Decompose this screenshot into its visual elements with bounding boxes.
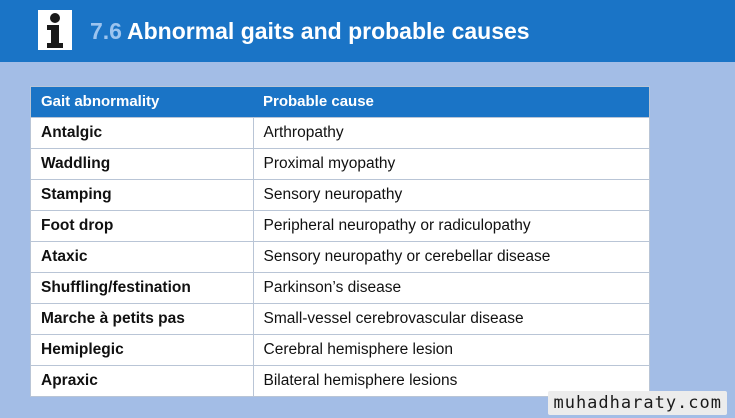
table-row: Marche à petits pas Small-vessel cerebro… bbox=[31, 302, 649, 334]
table-row: Ataxic Sensory neuropathy or cerebellar … bbox=[31, 240, 649, 272]
table-row: Antalgic Arthropathy bbox=[31, 116, 649, 148]
gait-cell: Marche à petits pas bbox=[31, 302, 254, 334]
cause-cell: Proximal myopathy bbox=[253, 147, 649, 179]
cause-cell: Bilateral hemisphere lesions bbox=[253, 364, 649, 396]
cause-cell: Parkinson’s disease bbox=[253, 271, 649, 303]
page-title: 7.6 Abnormal gaits and probable causes bbox=[90, 14, 530, 48]
table-row: Hemiplegic Cerebral hemisphere lesion bbox=[31, 333, 649, 365]
cause-cell: Sensory neuropathy bbox=[253, 178, 649, 210]
table-row: Apraxic Bilateral hemisphere lesions bbox=[31, 364, 649, 396]
gait-table: Gait abnormality Probable cause Antalgic… bbox=[30, 86, 650, 397]
cause-cell: Sensory neuropathy or cerebellar disease bbox=[253, 240, 649, 272]
gait-cell: Waddling bbox=[31, 147, 254, 179]
gait-cell: Foot drop bbox=[31, 209, 254, 241]
title-banner: 7.6 Abnormal gaits and probable causes bbox=[0, 0, 735, 62]
cause-cell: Small-vessel cerebrovascular disease bbox=[253, 302, 649, 334]
watermark: muhadharaty.com bbox=[548, 391, 727, 415]
info-icon bbox=[38, 10, 72, 50]
table-row: Shuffling/festination Parkinson’s diseas… bbox=[31, 271, 649, 303]
title-text: Abnormal gaits and probable causes bbox=[126, 18, 530, 44]
table-row: Foot drop Peripheral neuropathy or radic… bbox=[31, 209, 649, 241]
cause-cell: Arthropathy bbox=[253, 116, 649, 148]
table-row: Stamping Sensory neuropathy bbox=[31, 178, 649, 210]
gait-cell: Shuffling/festination bbox=[31, 271, 254, 303]
gait-cell: Stamping bbox=[31, 178, 254, 210]
gait-cell: Apraxic bbox=[31, 364, 254, 396]
column-header-cause: Probable cause bbox=[253, 87, 649, 117]
table-row: Waddling Proximal myopathy bbox=[31, 147, 649, 179]
table-header-row: Gait abnormality Probable cause bbox=[31, 87, 649, 117]
gait-cell: Hemiplegic bbox=[31, 333, 254, 365]
gait-cell: Antalgic bbox=[31, 116, 254, 148]
column-header-gait: Gait abnormality bbox=[31, 87, 253, 117]
cause-cell: Peripheral neuropathy or radiculopathy bbox=[253, 209, 649, 241]
cause-cell: Cerebral hemisphere lesion bbox=[253, 333, 649, 365]
title-number: 7.6 bbox=[90, 18, 122, 44]
gait-cell: Ataxic bbox=[31, 240, 254, 272]
